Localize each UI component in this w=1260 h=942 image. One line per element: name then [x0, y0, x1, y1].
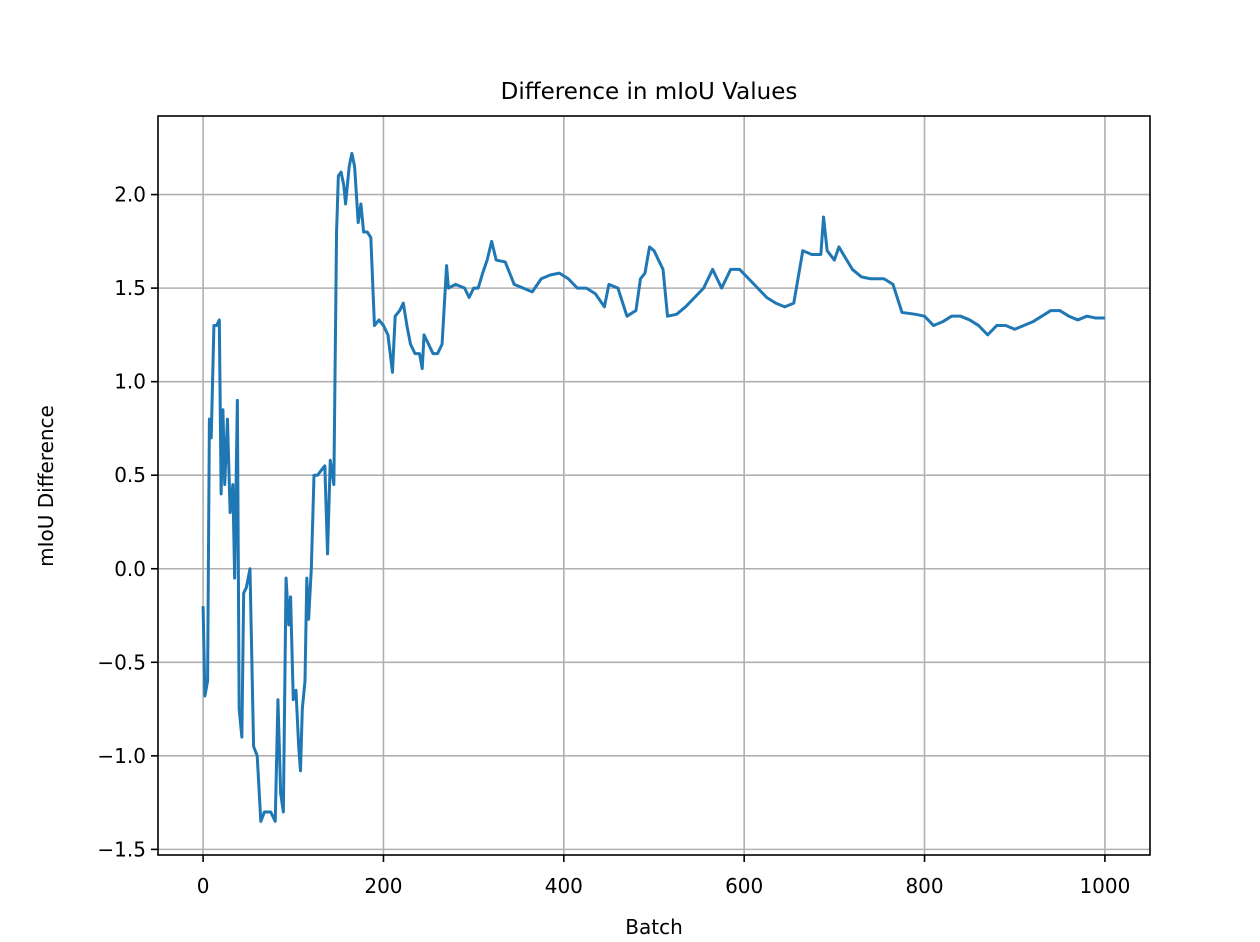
y-tick-label: 0.5	[114, 463, 146, 487]
y-tick-label: 1.5	[114, 276, 146, 300]
x-tick-label: 0	[197, 874, 210, 898]
plot-area	[201, 151, 1105, 823]
x-tick-label: 200	[364, 874, 402, 898]
data-line	[201, 151, 1105, 823]
y-tick-label: 1.0	[114, 370, 146, 394]
grid	[158, 116, 1150, 855]
x-tick-label: 1000	[1079, 874, 1130, 898]
x-tick-label: 400	[545, 874, 583, 898]
x-axis-label: Batch	[625, 915, 683, 938]
y-tick-label: 0.0	[114, 557, 146, 581]
chart-title: Difference in mIoU Values	[501, 79, 798, 105]
y-tick-label: 2.0	[114, 183, 146, 207]
x-tick-label: 600	[725, 874, 763, 898]
y-tick-label: −0.5	[97, 650, 146, 674]
y-axis-label: mIoU Difference	[34, 405, 58, 567]
ticks: 0 200 400 600 800 1000 −1.5 −1.0 −0.5 0.0 0.5 1.0 1.…	[97, 183, 1130, 898]
x-tick-label: 800	[905, 874, 943, 898]
y-tick-label: −1.0	[97, 744, 146, 768]
y-tick-label: −1.5	[97, 837, 146, 861]
axes-frame	[157, 115, 1151, 856]
